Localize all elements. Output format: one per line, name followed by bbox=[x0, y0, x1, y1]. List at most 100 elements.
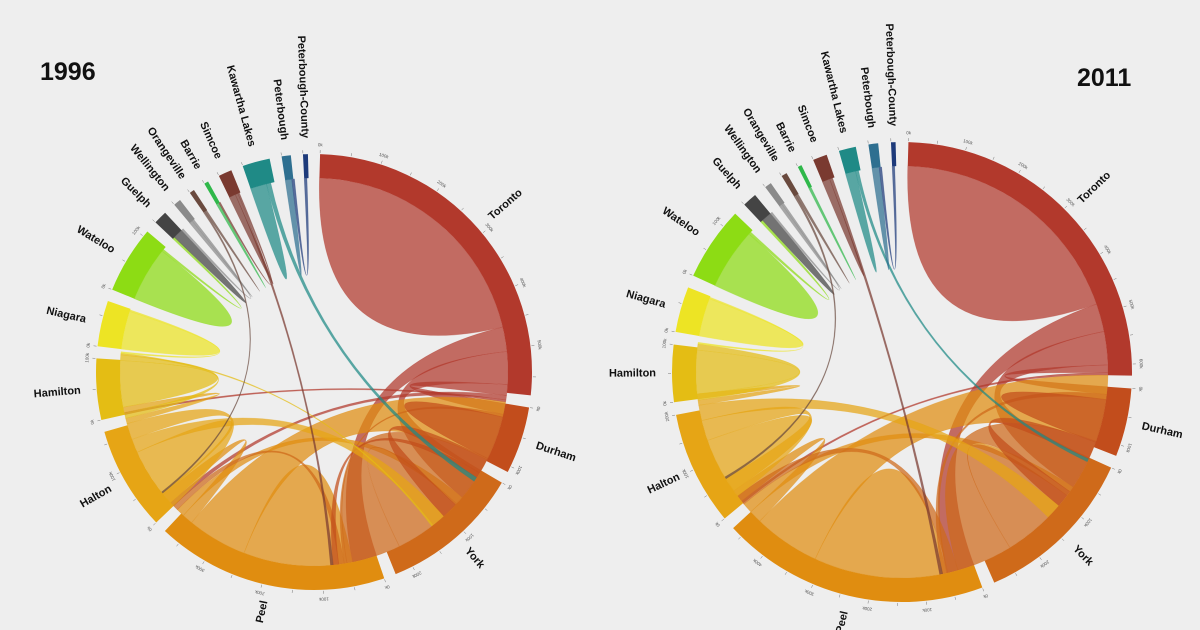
tick-mark bbox=[122, 259, 126, 262]
label-hamilton: Hamilton bbox=[609, 367, 656, 379]
arc-hamilton[interactable] bbox=[96, 358, 125, 421]
tick-mark bbox=[484, 508, 488, 511]
tick-mark bbox=[1100, 252, 1104, 254]
arc-halton[interactable] bbox=[104, 425, 174, 523]
chord-orangeville-to-peel bbox=[161, 211, 251, 494]
chord-peterbough-county-to-peterbough bbox=[878, 165, 897, 270]
tick-label: 100k bbox=[1083, 517, 1093, 528]
tick-mark bbox=[354, 587, 356, 591]
arc-niagara[interactable] bbox=[97, 301, 131, 350]
tick-label: 0k bbox=[1138, 387, 1143, 393]
arc-halton[interactable] bbox=[676, 410, 744, 519]
label-york: York bbox=[462, 545, 487, 571]
tick-label: 400k bbox=[751, 557, 762, 567]
tick-mark bbox=[350, 153, 352, 157]
chord-guelph-to-guelph bbox=[762, 213, 835, 295]
tick-mark bbox=[153, 522, 156, 526]
tick-mark bbox=[511, 466, 515, 469]
label-peel: Peel bbox=[834, 610, 851, 630]
tick-mark bbox=[439, 551, 442, 554]
arc-kawartha-lakes[interactable] bbox=[838, 146, 861, 174]
label-york: York bbox=[1070, 543, 1096, 569]
tick-label: 200k bbox=[663, 411, 670, 422]
tick-mark bbox=[412, 567, 415, 571]
arc-kawartha-lakes[interactable] bbox=[242, 158, 275, 189]
tick-label: 100k bbox=[681, 468, 690, 480]
chord-wellington-to-guelph bbox=[181, 219, 252, 299]
tick-mark bbox=[241, 162, 243, 166]
label-wateloo: Wateloo bbox=[660, 205, 702, 239]
tick-mark bbox=[992, 156, 995, 160]
tick-mark bbox=[461, 207, 464, 211]
arc-guelph[interactable] bbox=[744, 195, 771, 223]
tick-mark bbox=[1123, 305, 1127, 308]
arc-peterbough[interactable] bbox=[868, 143, 881, 169]
arc-simcoe[interactable] bbox=[813, 154, 835, 182]
chord-wateloo-to-guelph bbox=[748, 219, 830, 301]
arc-barrie[interactable] bbox=[204, 181, 220, 205]
chord-kawartha-lakes-to-kawartha-lakes bbox=[250, 183, 288, 280]
chord-wateloo-to-wateloo bbox=[714, 233, 819, 320]
tick-mark bbox=[436, 188, 440, 192]
arc-peterbough[interactable] bbox=[281, 155, 294, 181]
chords bbox=[695, 165, 1109, 579]
tick-label: 0k bbox=[506, 484, 513, 491]
chord-wellington-to-guelph bbox=[769, 202, 840, 291]
tick-mark bbox=[202, 180, 205, 183]
arc-toronto[interactable] bbox=[319, 154, 532, 396]
tick-label: 400k bbox=[519, 277, 528, 289]
tick-mark bbox=[515, 284, 519, 287]
tick-mark bbox=[384, 579, 386, 583]
label-kawartha-lakes: Kawartha Lakes bbox=[818, 50, 850, 134]
region-arcs bbox=[672, 142, 1132, 602]
arc-niagara[interactable] bbox=[675, 287, 711, 337]
chord-hamilton-to-halton bbox=[696, 343, 801, 401]
arc-wellington[interactable] bbox=[765, 183, 785, 207]
tick-mark bbox=[409, 172, 412, 176]
arc-toronto[interactable] bbox=[907, 142, 1132, 376]
arc-orangeville[interactable] bbox=[189, 190, 208, 213]
chord-toronto-to-toronto bbox=[907, 165, 1097, 322]
tick-mark bbox=[760, 555, 763, 559]
tick-label: 0k bbox=[662, 400, 668, 406]
label-niagara: Niagara bbox=[625, 288, 668, 311]
arc-wellington[interactable] bbox=[174, 200, 195, 224]
tick-label: 300k bbox=[194, 564, 206, 574]
tick-mark bbox=[1061, 538, 1065, 542]
arc-york[interactable] bbox=[984, 457, 1112, 583]
tick-mark bbox=[381, 160, 383, 164]
tick-mark bbox=[689, 273, 693, 276]
arc-simcoe[interactable] bbox=[218, 170, 241, 198]
arc-wateloo[interactable] bbox=[693, 213, 753, 286]
chord-chart-1996: 1996 0k100k200k300k400k500k0k100k0k100k2… bbox=[33, 35, 577, 624]
arc-hamilton[interactable] bbox=[672, 344, 698, 403]
arc-durham[interactable] bbox=[1093, 386, 1132, 456]
tick-label: 300k bbox=[803, 588, 815, 597]
arc-barrie[interactable] bbox=[797, 165, 812, 189]
tick-mark bbox=[99, 314, 103, 316]
tick-mark bbox=[116, 472, 120, 475]
arc-durham[interactable] bbox=[486, 403, 530, 472]
arc-peel[interactable] bbox=[164, 513, 385, 590]
ticks: 0k100k200k300k400k500k0k100k0k100k200k0k… bbox=[84, 142, 543, 602]
arc-peel[interactable] bbox=[733, 511, 983, 602]
arc-york[interactable] bbox=[386, 470, 502, 575]
tick-mark bbox=[1081, 517, 1085, 520]
tick-mark bbox=[811, 584, 813, 588]
arc-wateloo[interactable] bbox=[112, 231, 166, 299]
tick-label: 300k bbox=[484, 222, 495, 233]
arc-guelph[interactable] bbox=[155, 212, 182, 239]
tick-label: 0k bbox=[982, 593, 989, 600]
tick-label: 200k bbox=[1018, 161, 1030, 171]
tick-mark bbox=[176, 543, 179, 547]
tick-mark bbox=[463, 531, 467, 535]
tick-mark bbox=[690, 469, 694, 472]
ticks: 0k 100k 200k 300k 400k 500k 600k 0k 100k 0k 100k 20… bbox=[661, 130, 1144, 613]
arc-orangeville[interactable] bbox=[781, 173, 799, 197]
tick-label: 100k bbox=[921, 607, 932, 613]
arc-peterbough-county[interactable] bbox=[302, 154, 309, 179]
tick-mark bbox=[502, 482, 506, 485]
arc-peterbough-county[interactable] bbox=[890, 142, 897, 167]
label-peterbough: Peterbough bbox=[858, 67, 878, 129]
tick-mark bbox=[1098, 493, 1102, 496]
